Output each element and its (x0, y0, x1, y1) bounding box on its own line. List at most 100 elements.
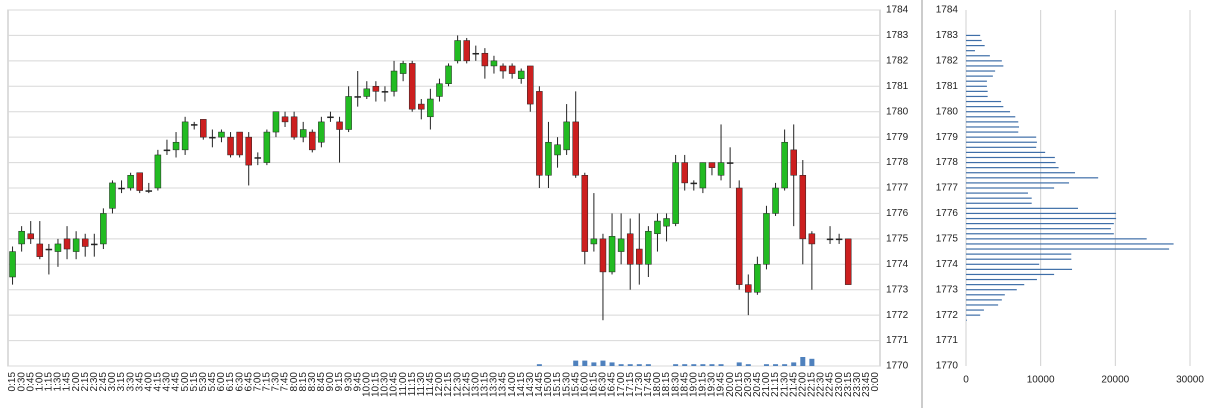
candle-body (372, 86, 380, 92)
candle-body (336, 121, 343, 130)
x-tick-label: 10:15 (371, 372, 382, 397)
x-tick-label: 11:00 (398, 372, 409, 397)
x-tick-label: 15:15 (552, 372, 563, 397)
x-tick-label: 19:45 (716, 372, 727, 397)
candle-body (681, 162, 688, 184)
x-tick-label: 21:30 (779, 372, 790, 397)
profile-bar (966, 248, 1170, 250)
x-tick-label: 10:30 (380, 372, 391, 397)
candle-body (408, 63, 416, 110)
x-tick-label: 17:30 (634, 372, 645, 397)
candle-body (708, 162, 716, 168)
candle-body (508, 65, 516, 74)
candle-body (590, 238, 598, 245)
profile-bar (966, 167, 1059, 169)
volume-bar (536, 364, 542, 366)
candle-body (581, 175, 589, 252)
candle-body (672, 162, 679, 224)
x-tick-label: 13:30 (489, 372, 500, 397)
profile-bar (966, 233, 1114, 235)
x-tick-label: 3:00 (107, 372, 118, 392)
volume-bar (773, 364, 779, 366)
profile-bar (966, 207, 1078, 209)
x-tick-label: 2:15 (80, 372, 91, 392)
candle-body (363, 88, 371, 97)
candle-body (726, 162, 734, 164)
candle-body (190, 124, 198, 126)
x-tick-label: 2:00 (71, 372, 82, 392)
x-tick-label: 16:30 (598, 372, 609, 397)
candle-body (808, 233, 816, 245)
candle-body (254, 157, 262, 159)
x-tick-label: 20:45 (752, 372, 763, 397)
x-tick-label: 9:15 (334, 372, 345, 392)
y-tick-label: 1773 (936, 284, 959, 295)
profile-bar (966, 278, 1037, 281)
x-tick-label: 4:15 (153, 372, 164, 392)
candle-body (418, 103, 425, 110)
x-tick-label: 5:00 (180, 372, 191, 392)
profile-bar (966, 95, 988, 98)
x-tick-label: 18:00 (652, 372, 663, 397)
candle-body (472, 52, 480, 55)
candle-body (236, 131, 243, 156)
x-tick-label: 3:15 (116, 372, 127, 392)
x-tick-label: 8:30 (307, 372, 318, 392)
x-tick-label: 1:15 (44, 372, 55, 392)
x-tick-label: 21:15 (770, 372, 781, 397)
profile-bar (966, 314, 981, 316)
candle-body (527, 65, 534, 105)
profile-bar (966, 192, 1028, 194)
x-tick-label: 8:00 (289, 372, 300, 392)
x-tick-label: 19:00 (688, 372, 699, 397)
profile-bar (966, 156, 1055, 159)
candle-body (136, 172, 143, 191)
volume-bar (636, 364, 642, 366)
x-tick-label: 23:15 (843, 372, 854, 397)
y-tick-label: 1774 (886, 259, 909, 270)
x-tick-label: 2:45 (98, 372, 109, 392)
candle-body (181, 121, 189, 151)
x-tick-label: 6:45 (243, 372, 254, 392)
x-tick-label: 0:45 (25, 372, 36, 392)
y-tick-label: 1784 (886, 5, 909, 16)
x-tick-label: 22:15 (807, 372, 818, 397)
profile-bar (966, 45, 985, 47)
candle-body (299, 129, 307, 138)
profile-bar (966, 319, 967, 321)
profile-bar (966, 100, 1002, 103)
profile-bar (966, 121, 1019, 123)
candle-body (790, 149, 797, 176)
x-tick-label: 12:45 (461, 372, 472, 397)
y-tick-label: 1777 (936, 183, 959, 194)
volume-bar (791, 362, 797, 366)
volume-bar (800, 357, 806, 366)
candle-body (463, 40, 470, 62)
profile-bar (966, 55, 990, 57)
x-tick-label: 10000 (1027, 375, 1055, 386)
profile-bar (966, 80, 987, 82)
profile-bar (966, 75, 993, 77)
volume-bar (682, 364, 688, 366)
volume-bar (745, 364, 751, 366)
y-tick-label: 1782 (936, 55, 959, 66)
candle-body (735, 187, 743, 285)
profile-bar (966, 60, 1002, 62)
candle-body (245, 136, 252, 166)
candle-body (36, 243, 44, 257)
x-tick-label: 11:15 (407, 372, 418, 397)
candle-body (390, 70, 398, 92)
profile-bar (966, 111, 1011, 113)
profile-bar (966, 238, 1147, 240)
y-tick-label: 1770 (936, 361, 959, 372)
profile-bar (966, 146, 1037, 148)
profile-bar (966, 223, 1114, 225)
volume-bar (809, 358, 815, 366)
x-tick-label: 20:00 (725, 372, 736, 397)
x-tick-label: 9:00 (325, 372, 336, 392)
x-tick-label: 11:45 (425, 372, 436, 397)
candle-body (45, 248, 53, 251)
candle-body (563, 121, 570, 151)
x-tick-label: 20:15 (734, 372, 745, 397)
